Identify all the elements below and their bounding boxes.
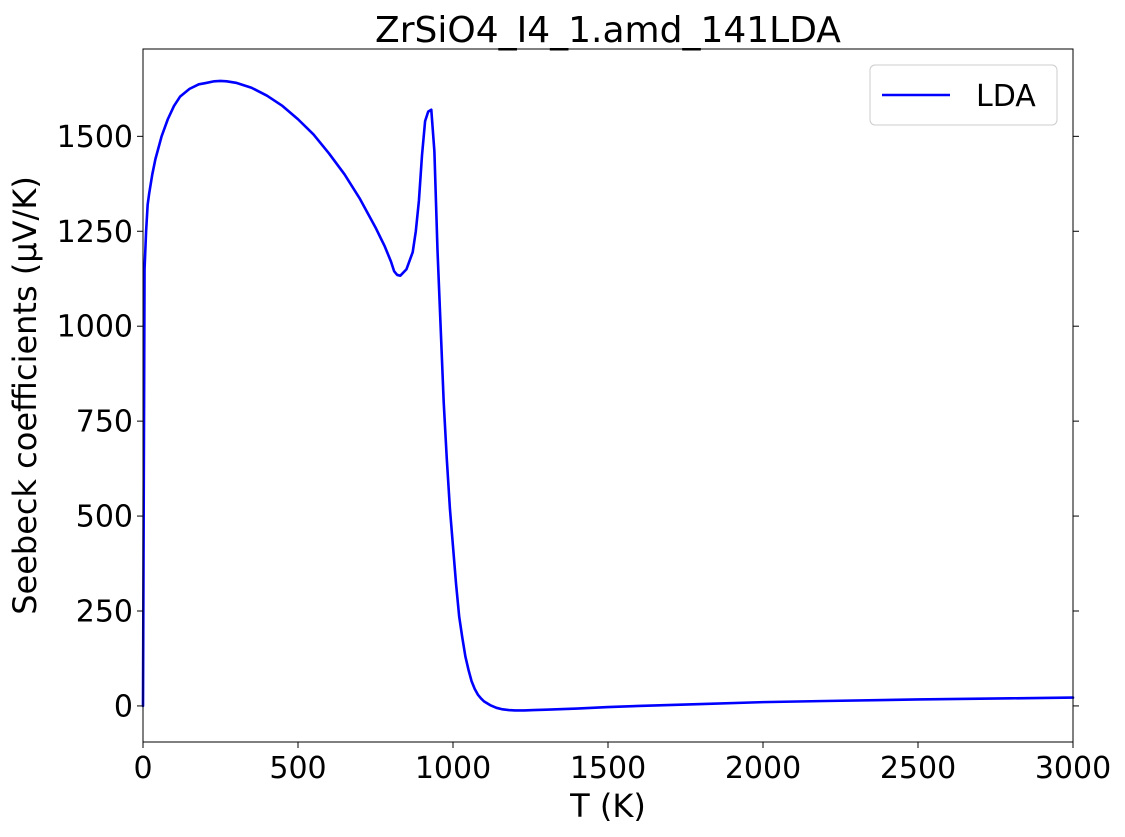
x-tick-label: 1000 bbox=[415, 751, 491, 786]
y-tick-label: 1250 bbox=[57, 215, 133, 250]
x-axis-label: T (K) bbox=[569, 787, 646, 825]
axes-frame bbox=[142, 48, 1074, 743]
x-tick-label: 0 bbox=[133, 751, 152, 786]
legend-box bbox=[869, 64, 1058, 126]
x-tick-label: 3000 bbox=[1035, 751, 1111, 786]
series-line-lda bbox=[141, 79, 1075, 712]
y-tick-label: 1500 bbox=[57, 120, 133, 155]
y-tick-label: 500 bbox=[76, 500, 133, 535]
y-tick-label: 750 bbox=[76, 405, 133, 440]
x-tick-label: 500 bbox=[269, 751, 326, 786]
chart-title: ZrSiO4_I4_1.amd_141LDA bbox=[375, 10, 841, 51]
y-tick-label: 1000 bbox=[57, 310, 133, 345]
y-axis-label: Seebeck coefficients (μV/K) bbox=[6, 176, 44, 615]
plot-area: 0 500 1000 1500 2000 2500 3000 0 250 500 750 1000 12… bbox=[57, 48, 1111, 786]
legend-label-lda: LDA bbox=[976, 79, 1036, 114]
x-tick-label: 1500 bbox=[570, 751, 646, 786]
legend: LDA bbox=[869, 64, 1058, 126]
y-tick-label: 250 bbox=[76, 594, 133, 629]
y-tick-label: 0 bbox=[114, 689, 133, 724]
x-tick-label: 2000 bbox=[725, 751, 801, 786]
x-tick-label: 2500 bbox=[880, 751, 956, 786]
